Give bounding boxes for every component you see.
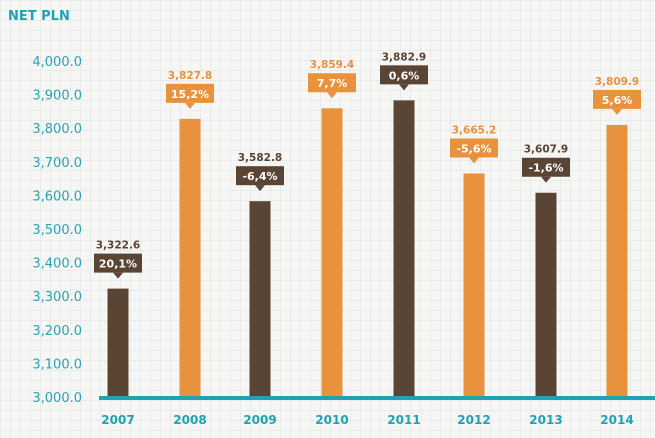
y-tick-label: 3,500.0 <box>32 223 82 238</box>
x-axis-line <box>99 396 655 400</box>
y-tick-label: 3,200.0 <box>32 324 82 339</box>
value-label: 3,859.4 <box>310 59 355 71</box>
callout-pointer <box>612 108 622 115</box>
change-label: -1,6% <box>528 162 563 175</box>
change-callout <box>380 65 428 85</box>
x-tick-label: 2010 <box>315 413 348 427</box>
bar <box>321 108 343 397</box>
change-label: 20,1% <box>99 258 137 271</box>
y-tick-label: 4,000.0 <box>32 55 82 70</box>
bar <box>463 173 485 397</box>
x-tick-label: 2007 <box>101 413 134 427</box>
x-tick-label: 2009 <box>243 413 276 427</box>
value-label: 3,809.9 <box>595 76 640 88</box>
change-label: 15,2% <box>171 88 209 101</box>
change-label: 7,7% <box>317 77 348 90</box>
callout-pointer <box>399 84 409 91</box>
change-callout <box>94 253 142 273</box>
change-label: -6,4% <box>242 170 277 183</box>
bar <box>393 100 415 398</box>
bar <box>107 288 129 397</box>
change-callout <box>236 166 284 186</box>
change-callout <box>308 73 356 93</box>
change-callout <box>522 157 570 177</box>
y-tick-label: 3,000.0 <box>32 391 82 406</box>
y-tick-label: 3,100.0 <box>32 357 82 372</box>
x-tick-label: 2011 <box>387 413 420 427</box>
value-label: 3,665.2 <box>452 124 497 136</box>
x-tick-label: 2013 <box>529 413 562 427</box>
callout-pointer <box>469 157 479 164</box>
callout-pointer <box>327 92 337 99</box>
change-label: 5,6% <box>602 94 633 107</box>
value-label: 3,827.8 <box>168 70 213 82</box>
y-tick-label: 3,400.0 <box>32 257 82 272</box>
change-label: -5,6% <box>456 142 491 155</box>
change-callout <box>593 89 641 109</box>
change-callout <box>450 138 498 158</box>
callout-pointer <box>255 185 265 192</box>
bar <box>535 192 557 397</box>
bar <box>179 118 201 398</box>
callout-pointer <box>113 272 123 279</box>
callout-pointer <box>541 176 551 183</box>
bar <box>249 201 271 397</box>
y-tick-label: 3,600.0 <box>32 189 82 204</box>
value-label: 3,882.9 <box>382 51 427 63</box>
value-label: 3,322.6 <box>96 240 141 252</box>
bar <box>606 124 628 397</box>
x-tick-label: 2012 <box>457 413 490 427</box>
value-label: 3,607.9 <box>524 144 569 156</box>
y-tick-label: 3,800.0 <box>32 122 82 137</box>
callout-pointer <box>185 102 195 109</box>
value-label: 3,582.8 <box>238 152 283 164</box>
change-label: 0,6% <box>389 69 420 82</box>
y-tick-label: 3,700.0 <box>32 156 82 171</box>
y-tick-label: 3,300.0 <box>32 290 82 305</box>
change-callout <box>166 83 214 103</box>
chart-title: NET PLN <box>8 9 70 24</box>
x-tick-label: 2008 <box>173 413 206 427</box>
y-tick-label: 3,900.0 <box>32 89 82 104</box>
x-tick-label: 2014 <box>600 413 633 427</box>
